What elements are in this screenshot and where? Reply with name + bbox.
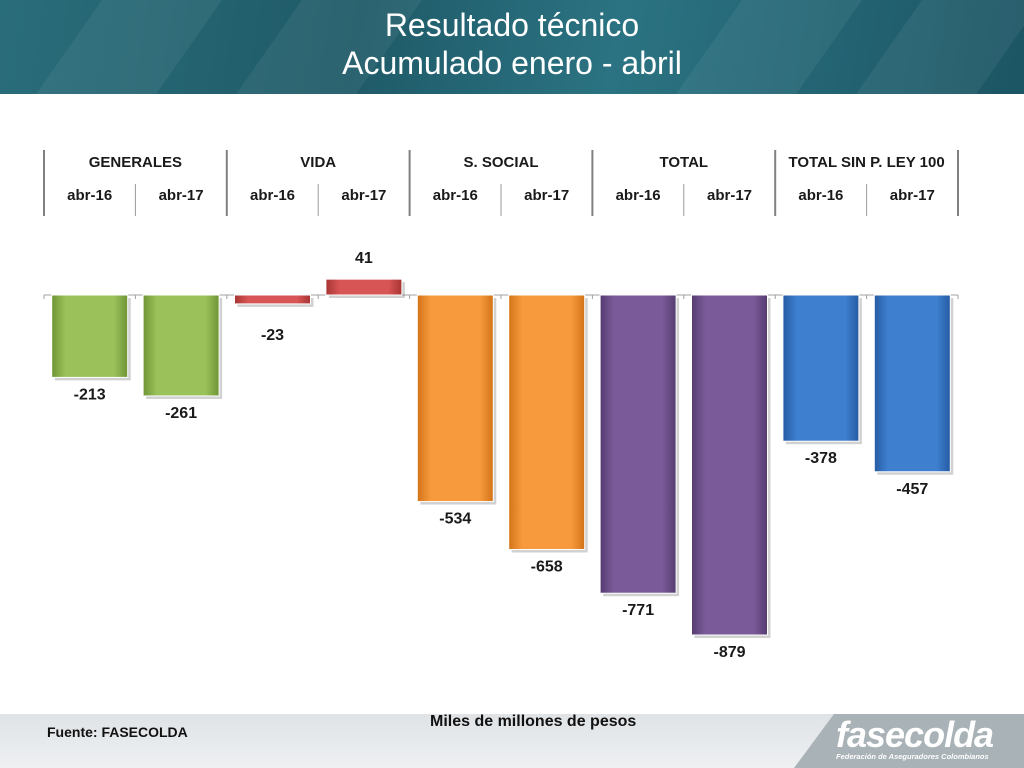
bar-total-sin-p-ley-100-abr-17 [873, 294, 951, 473]
group-header-generales: GENERALES [89, 154, 182, 171]
title-line-1: Resultado técnico [384, 7, 640, 43]
footer-shade [794, 714, 1024, 768]
bar-total-abr-16 [599, 294, 677, 594]
period-label: abr-17 [890, 187, 935, 204]
data-label: -534 [439, 511, 471, 528]
data-label: -261 [165, 405, 197, 422]
page-title: Resultado técnico Acumulado enero - abri… [0, 6, 1024, 82]
period-label: abr-16 [67, 187, 112, 204]
bar-generales-abr-16 [51, 294, 129, 378]
group-header-total-sin-p-ley-100: TOTAL SIN P. LEY 100 [789, 154, 945, 171]
period-label: abr-17 [524, 187, 569, 204]
period-label: abr-16 [616, 187, 661, 204]
unit-label: Miles de millones de pesos [430, 713, 637, 730]
footer-band [0, 714, 1024, 768]
bar-s-social-abr-17 [508, 294, 586, 551]
data-label: -378 [805, 450, 837, 467]
logo-tagline: Federación de Aseguradores Colombianos [836, 752, 989, 761]
period-label: abr-17 [707, 187, 752, 204]
data-label: -771 [622, 602, 654, 619]
data-label: 41 [355, 250, 373, 267]
title-line-2: Acumulado enero - abril [342, 45, 682, 81]
group-header-s-social: S. SOCIAL [463, 154, 538, 171]
bar-total-sin-p-ley-100-abr-16 [782, 294, 860, 442]
period-label: abr-17 [159, 187, 204, 204]
group-header-total: TOTAL [659, 154, 708, 171]
data-label: -457 [896, 481, 928, 498]
bar-total-abr-17 [691, 294, 768, 636]
logo-wordmark: fasecolda [836, 714, 994, 755]
source-note: Fuente: FASECOLDA [47, 724, 188, 740]
title-banner: Resultado técnico Acumulado enero - abri… [0, 0, 1024, 94]
data-label: -23 [261, 327, 284, 344]
period-label: abr-16 [250, 187, 295, 204]
period-label: abr-16 [433, 187, 478, 204]
bar-chart: GENERALES abr-16 abr-17 VIDA abr-16 abr-17 S. … [43, 150, 959, 661]
fasecolda-logo: fasecolda Federación de Aseguradores Col… [836, 716, 1016, 768]
period-label: abr-16 [798, 187, 843, 204]
bar-vida-abr-17 [325, 278, 403, 296]
bar-s-social-abr-16 [416, 294, 494, 503]
data-label: -213 [74, 386, 106, 403]
data-label: -879 [713, 644, 745, 661]
group-header-vida: VIDA [300, 154, 336, 171]
period-label: abr-17 [341, 187, 386, 204]
data-label: -658 [531, 559, 563, 576]
bar-generales-abr-17 [142, 294, 220, 397]
bar-vida-abr-16 [234, 294, 311, 305]
